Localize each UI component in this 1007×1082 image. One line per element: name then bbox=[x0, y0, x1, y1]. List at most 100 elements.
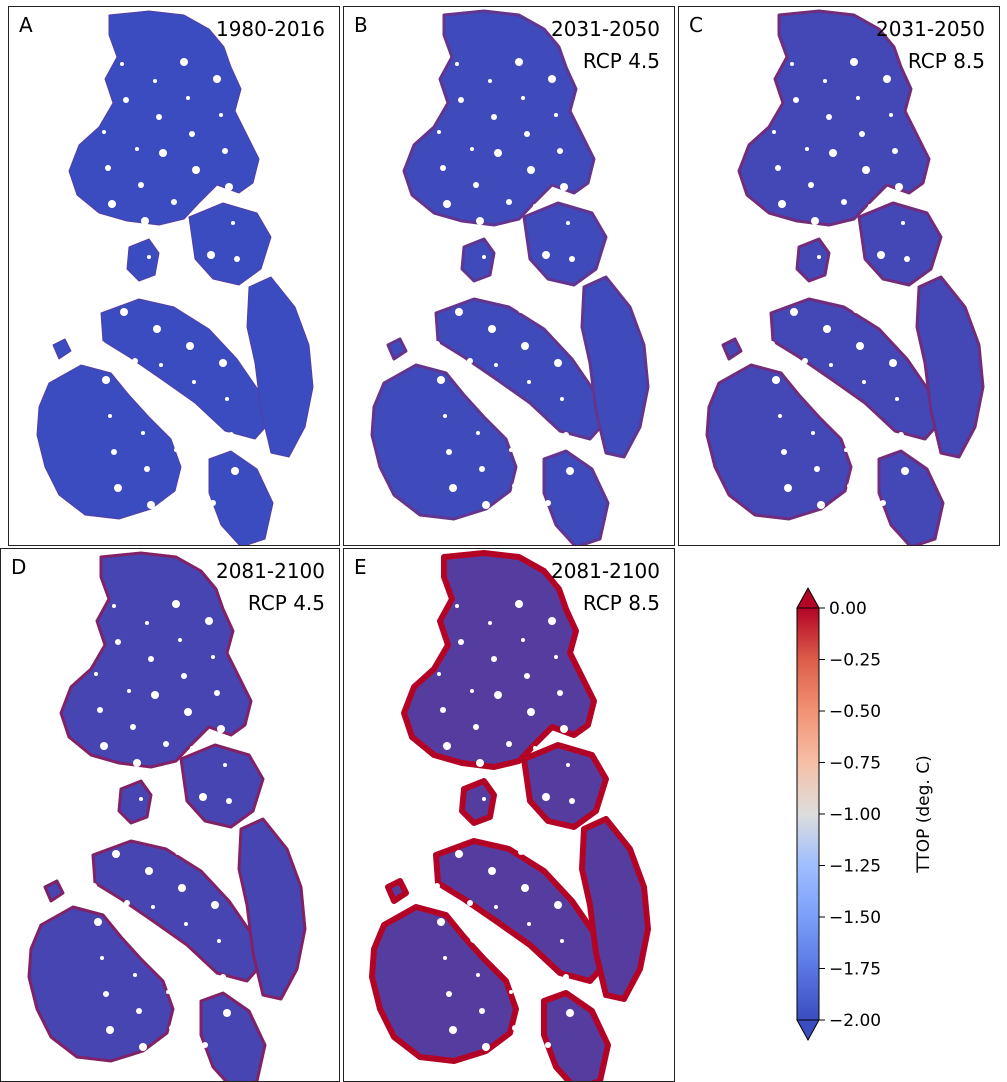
ice-speck bbox=[437, 918, 445, 926]
ice-speck bbox=[190, 746, 194, 750]
ice-speck bbox=[174, 234, 182, 242]
ice-speck bbox=[533, 204, 537, 208]
ice-speck bbox=[817, 255, 821, 259]
ice-speck bbox=[811, 217, 819, 225]
ice-speck bbox=[787, 273, 793, 279]
ice-speck bbox=[115, 639, 121, 645]
ice-speck bbox=[467, 900, 473, 906]
ice-speck bbox=[790, 308, 798, 316]
middle-island bbox=[117, 779, 153, 825]
ice-speck bbox=[826, 114, 832, 120]
ice-speck bbox=[772, 376, 780, 384]
ice-speck bbox=[217, 939, 221, 943]
ice-speck bbox=[159, 149, 167, 157]
colorbar-label: TTOP (deg. C) bbox=[914, 755, 934, 874]
ice-speck bbox=[545, 500, 551, 506]
ice-speck bbox=[458, 97, 464, 103]
ice-speck bbox=[138, 182, 144, 188]
ice-speck bbox=[443, 956, 447, 960]
ice-speck bbox=[166, 776, 174, 784]
ice-speck bbox=[219, 359, 227, 367]
northern-landmass bbox=[59, 551, 253, 769]
map-c bbox=[705, 9, 985, 545]
ice-speck bbox=[476, 759, 484, 767]
ice-speck bbox=[467, 358, 473, 364]
ice-speck bbox=[542, 251, 550, 259]
ice-speck bbox=[437, 130, 441, 134]
ice-speck bbox=[509, 990, 513, 994]
ice-speck bbox=[470, 689, 474, 693]
ice-speck bbox=[820, 290, 826, 296]
ice-speck bbox=[141, 217, 149, 225]
ice-speck bbox=[130, 724, 136, 730]
ice-speck bbox=[808, 182, 814, 188]
ice-speck bbox=[491, 656, 497, 662]
ice-speck bbox=[217, 725, 225, 733]
map-panel-c: C 2031-2050 RCP 8.5 bbox=[678, 6, 1000, 546]
ice-speck bbox=[437, 672, 441, 676]
map-d bbox=[27, 551, 307, 1081]
ice-speck bbox=[177, 483, 183, 489]
colorbar-max-arrow bbox=[796, 586, 820, 609]
colorbar-tick-label: −0.25 bbox=[829, 651, 881, 671]
ice-speck bbox=[127, 689, 131, 693]
ice-speck bbox=[503, 410, 511, 418]
ice-speck bbox=[147, 255, 151, 259]
ice-speck bbox=[231, 467, 239, 475]
ice-speck bbox=[199, 793, 207, 801]
ice-speck bbox=[817, 501, 825, 509]
southern-landmass bbox=[370, 363, 518, 521]
ice-speck bbox=[841, 199, 847, 205]
eastern-coast-fragments bbox=[580, 275, 650, 459]
ice-speck bbox=[160, 952, 168, 960]
ice-speck bbox=[892, 148, 898, 154]
middle-island bbox=[460, 237, 496, 283]
ice-speck bbox=[108, 200, 116, 208]
southeast-fragments bbox=[542, 449, 610, 545]
ice-speck bbox=[524, 673, 530, 679]
ice-speck bbox=[139, 797, 143, 801]
ice-speck bbox=[455, 308, 463, 316]
ice-speck bbox=[144, 466, 150, 472]
ice-speck bbox=[192, 166, 200, 174]
ice-speck bbox=[512, 483, 518, 489]
ice-speck bbox=[476, 973, 480, 977]
panel-period: 2081-2100 bbox=[215, 559, 325, 583]
ice-speck bbox=[216, 324, 222, 330]
ice-speck bbox=[449, 238, 453, 242]
eastern-coast-fragments bbox=[579, 816, 651, 1002]
eastern-coast-fragments bbox=[915, 275, 985, 459]
ice-speck bbox=[521, 342, 529, 350]
ice-speck bbox=[488, 867, 496, 875]
eastern-islands-upper bbox=[857, 201, 943, 287]
eastern-islands-upper bbox=[522, 201, 608, 287]
ice-speck bbox=[133, 759, 141, 767]
ice-speck bbox=[548, 75, 556, 83]
ice-speck bbox=[784, 484, 792, 492]
ice-speck bbox=[171, 199, 177, 205]
ice-speck bbox=[548, 831, 552, 835]
ice-speck bbox=[79, 587, 83, 591]
ice-speck bbox=[784, 238, 788, 242]
ice-speck bbox=[515, 272, 519, 276]
ice-speck bbox=[560, 939, 564, 943]
ice-speck bbox=[135, 147, 139, 151]
eastern-islands-upper bbox=[188, 202, 272, 286]
ice-speck bbox=[512, 1025, 518, 1031]
southeast-fragments bbox=[199, 991, 267, 1081]
ice-speck bbox=[145, 621, 149, 625]
ice-speck bbox=[554, 113, 558, 117]
ice-speck bbox=[102, 130, 106, 134]
ice-speck bbox=[781, 449, 787, 455]
ice-speck bbox=[452, 273, 458, 279]
middle-island bbox=[459, 778, 497, 826]
ice-speck bbox=[823, 325, 831, 333]
ice-speck bbox=[446, 991, 452, 997]
ice-speck bbox=[100, 956, 104, 960]
ice-speck bbox=[509, 776, 517, 784]
ice-speck bbox=[485, 832, 491, 838]
ice-speck bbox=[527, 708, 535, 716]
ice-speck bbox=[195, 415, 201, 421]
ice-speck bbox=[901, 467, 909, 475]
ice-speck bbox=[422, 587, 426, 591]
